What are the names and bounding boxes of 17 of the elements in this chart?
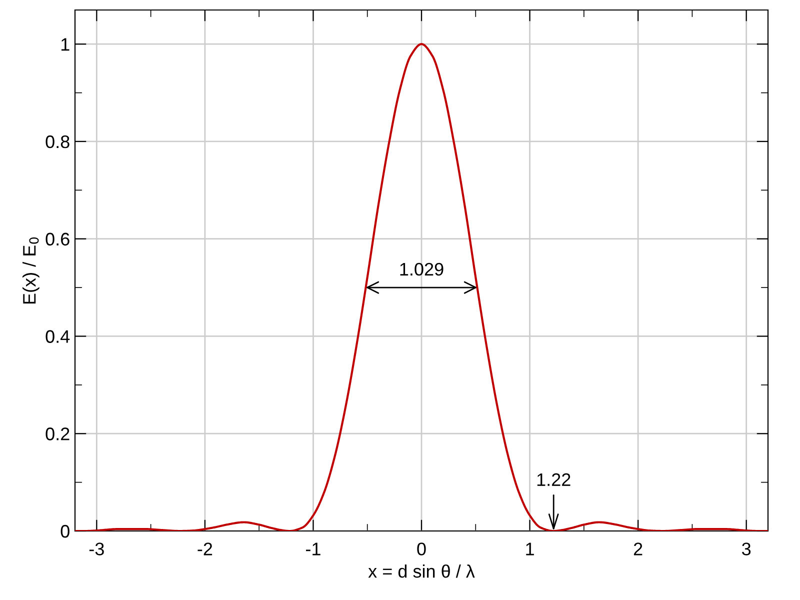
x-tick-label: 0 (417, 542, 426, 556)
x-axis-title: x = d sin θ / λ (368, 564, 475, 578)
y-tick-label: 0.8 (46, 135, 70, 148)
x-tick-label: 2 (634, 542, 642, 556)
y-tick-label: 0.2 (46, 428, 70, 440)
annotation: 1.22 (537, 473, 570, 486)
y-tick-label: 0.4 (46, 330, 70, 343)
x-tick-label: -2 (198, 542, 212, 556)
x-tick-label: 3 (742, 542, 751, 556)
x-tick-label: -3 (89, 542, 104, 556)
y-tick-label: 0 (60, 524, 70, 538)
x-tick-label: 1 (526, 542, 534, 556)
y-axis-title: E(x) / E$_{0}$ (22, 237, 40, 304)
y-tick-label: 1 (61, 38, 70, 51)
annotation: 1.029 (400, 262, 444, 276)
x-tick-label: -1 (306, 542, 320, 556)
y-tick-label: 0.6 (46, 232, 70, 246)
